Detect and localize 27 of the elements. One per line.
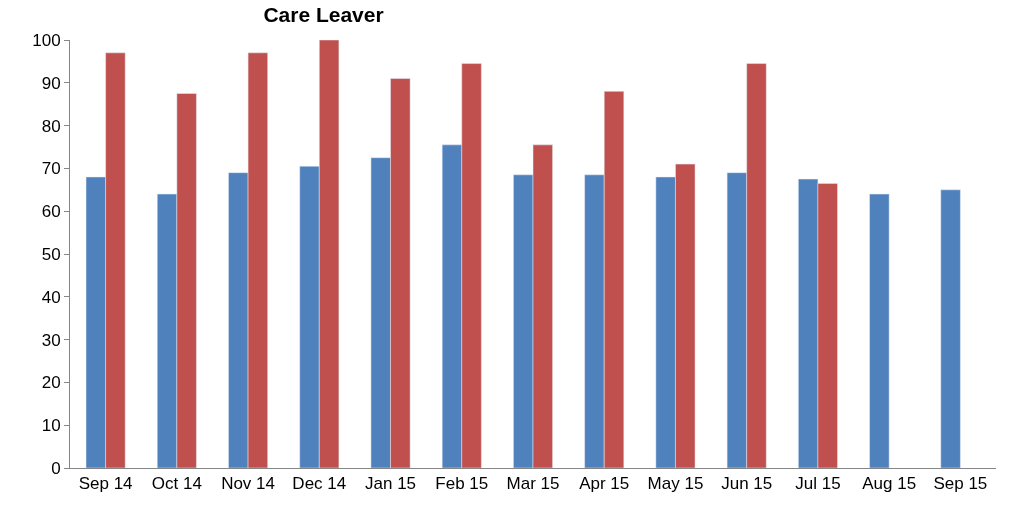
x-tick-label: Mar 15: [506, 474, 560, 494]
x-tick-label: Aug 15: [862, 474, 917, 494]
y-tick-label: 80: [41, 116, 61, 136]
x-tick-label: Apr 15: [579, 474, 630, 494]
x-tick-label: Nov 14: [221, 474, 276, 494]
x-tick-label: Feb 15: [435, 474, 489, 494]
x-tick-label: Dec 14: [292, 474, 347, 494]
x-tick-label: Sep 15: [933, 474, 988, 494]
y-tick-label: 40: [41, 287, 61, 307]
y-tick-label: 100: [32, 30, 61, 50]
y-tick-label: 0: [51, 458, 61, 478]
bar: [940, 189, 961, 468]
x-tick-label: Jul 15: [795, 474, 841, 494]
x-tick-label: May 15: [647, 474, 704, 494]
bar: [869, 193, 890, 468]
x-tick-label: Jan 15: [365, 474, 417, 494]
y-tick-label: 60: [41, 202, 61, 222]
y-tick-label: 20: [41, 373, 61, 393]
x-tick-label: Sep 14: [78, 474, 133, 494]
y-tick-label: 10: [41, 416, 61, 436]
y-tick-label: 90: [41, 73, 61, 93]
y-tick-label: 30: [41, 330, 61, 350]
x-tick-label: Jun 15: [721, 474, 773, 494]
y-tick-label: 50: [41, 244, 61, 264]
chart-title: Care Leaver: [263, 3, 384, 27]
x-tick-label: Oct 14: [151, 474, 202, 494]
y-tick-label: 70: [41, 159, 61, 179]
